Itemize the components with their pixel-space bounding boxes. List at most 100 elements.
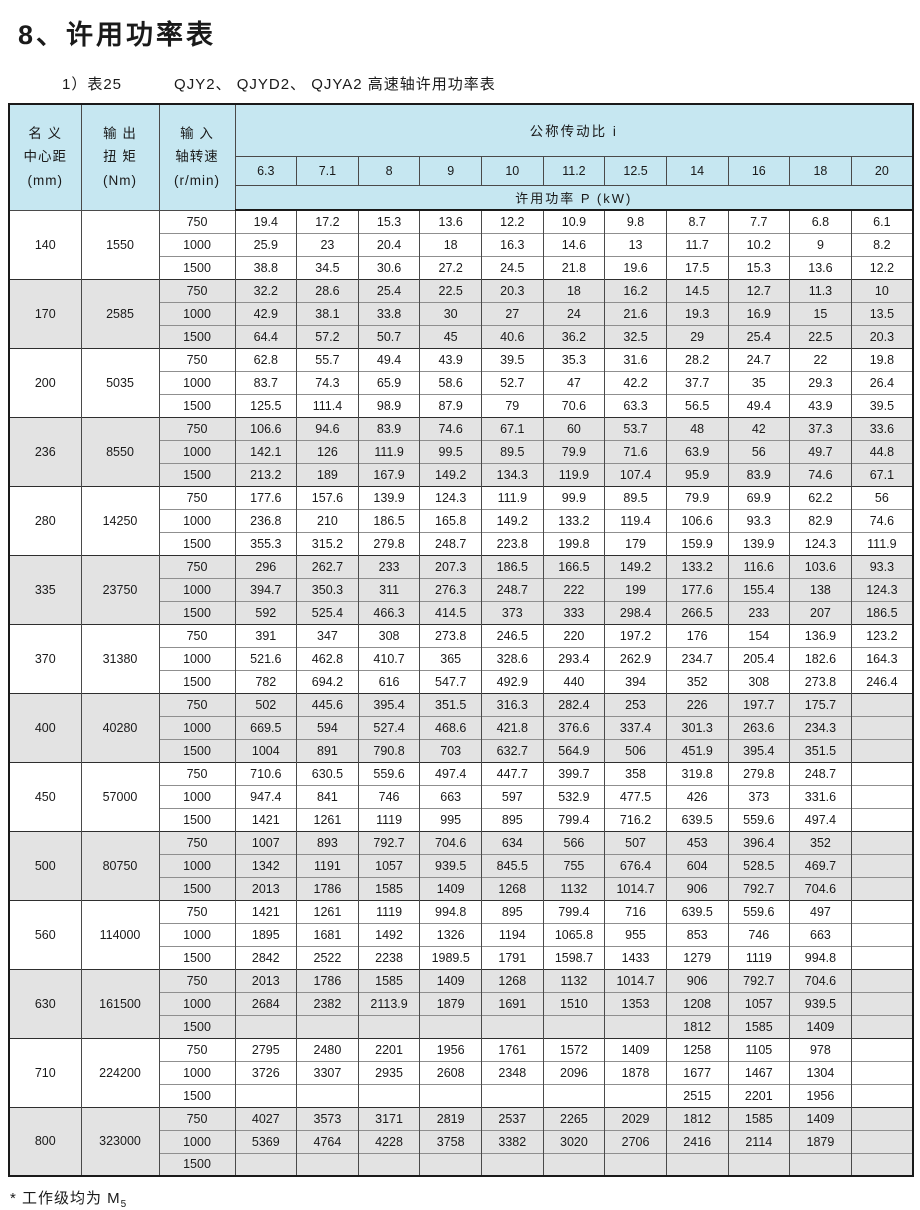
power-value-cell [850,1060,914,1084]
power-value-cell: 978 [789,1037,852,1061]
power-value-cell [850,991,914,1015]
power-value-cell: 3307 [296,1060,359,1084]
power-value-cell: 547.7 [419,669,482,693]
output-torque-cell: 57000 [80,761,160,831]
power-value-cell: 79.9 [665,485,729,509]
power-value-cell: 45 [419,324,482,348]
power-value-cell [357,1014,421,1038]
input-speed-cell: 1000 [158,370,236,394]
table-row: 1000 25.9 23 20.4 18 16.3 14.6 13 11.7 10.2 9 8.2 [9,232,914,256]
power-value-cell: 279.8 [727,761,791,785]
power-value-cell: 639.5 [665,807,729,831]
ratio-header-cell: 16 [727,155,791,186]
power-value-cell: 1786 [296,876,359,900]
power-value-cell: 57.2 [296,324,359,348]
output-torque-cell: 323000 [80,1106,160,1176]
power-value-cell: 233 [727,600,791,624]
input-speed-cell: 1500 [158,1014,236,1038]
power-value-cell: 67.1 [850,462,914,486]
power-value-cell: 199.8 [542,531,606,555]
power-value-cell: 893 [296,830,359,854]
power-value-cell: 1065.8 [542,922,606,946]
table-row: 560 114000 750 1421 1261 1119 994.8 895 799.4 716… [8,899,914,969]
output-torque-cell: 14250 [80,485,160,555]
power-value-cell: 42 [727,416,791,440]
power-value-cell: 99.9 [542,485,606,509]
power-value-cell: 52.7 [481,370,544,394]
input-speed-cell: 1500 [158,1083,236,1107]
power-value-cell: 119.4 [604,508,667,532]
center-distance-cell: 710 [8,1037,82,1107]
power-value-cell: 282.4 [542,692,606,716]
power-value-cell [727,1152,791,1176]
power-value-cell: 12.2 [481,209,544,233]
power-value-cell [850,784,914,808]
power-value-cell: 352 [789,830,852,854]
power-value-cell: 2795 [234,1037,298,1061]
power-value-cell: 149.2 [419,462,482,486]
power-value-cell [850,1106,914,1130]
power-value-cell: 704.6 [789,876,852,900]
power-value-cell: 71.6 [604,439,667,463]
power-value-cell: 477.5 [604,784,667,808]
power-value-cell: 1989.5 [419,945,482,969]
power-value-cell: 27 [481,301,544,325]
power-value-cell: 213.2 [234,462,298,486]
power-value-cell: 1353 [604,991,667,1015]
power-value-cell: 18 [419,232,482,256]
power-value-cell: 24.5 [481,255,544,279]
power-value-cell: 6.1 [850,209,914,233]
power-value-cell: 2684 [234,991,298,1015]
power-value-cell: 9.8 [604,209,667,233]
power-value-cell: 177.6 [234,485,298,509]
power-value-cell: 182.6 [789,646,852,670]
table-row: 450 57000 750 710.6 630.5 559.6 497.4 447.7 399.… [8,761,914,831]
center-distance-cell: 500 [8,830,82,900]
footnote-subscript: 5 [120,1199,128,1210]
input-speed-cell: 1000 [158,922,236,946]
power-value-cell: 83.7 [234,370,298,394]
center-distance-cell: 236 [8,416,82,486]
input-speed-cell: 1500 [158,807,236,831]
power-value-cell: 39.5 [850,393,914,417]
power-value-cell: 49.4 [357,347,421,371]
power-value-cell: 43.9 [789,393,852,417]
table-row: 1500 2515 2201 1956 [9,1083,914,1107]
ratio-values-row: 6.3 7.1 8 9 10 11.2 12.5 14 16 18 20 [9,155,914,186]
table-row: 710 224200 750 2795 2480 2201 1956 1761 1572 1409… [8,1037,914,1107]
power-value-cell: 1004 [234,738,298,762]
power-value-cell: 1342 [234,853,298,877]
power-value-cell: 82.9 [789,508,852,532]
power-value-cell: 1261 [296,899,359,923]
power-value-cell: 253 [604,692,667,716]
power-value-cell: 1119 [357,807,421,831]
power-value-cell: 1409 [419,968,482,992]
input-speed-cell: 1000 [158,991,236,1015]
ratio-header-cell: 14 [665,155,729,186]
power-value-cell: 99.5 [419,439,482,463]
power-value-cell: 351.5 [419,692,482,716]
power-value-cell: 395.4 [727,738,791,762]
center-distance-cell: 560 [8,899,82,969]
table-row: 1500 782 694.2 616 547.7 492.9 440 394 352 308 273… [9,669,914,693]
input-speed-cell: 1500 [158,669,236,693]
power-value-cell [850,853,914,877]
power-value-cell: 74.6 [419,416,482,440]
power-value-cell: 13.6 [789,255,852,279]
power-value-cell: 16.2 [604,278,667,302]
power-value-cell: 2029 [604,1106,667,1130]
power-value-cell: 189 [296,462,359,486]
ratio-header-cell: 9 [419,155,482,186]
power-value-cell: 1572 [542,1037,606,1061]
power-value-cell: 48 [665,416,729,440]
power-value-cell: 10 [850,278,914,302]
power-value-cell: 445.6 [296,692,359,716]
power-value-cell: 18 [542,278,606,302]
header-line: (Nm) [103,173,137,189]
power-value-cell: 1119 [357,899,421,923]
power-value-cell: 1326 [419,922,482,946]
power-value-cell: 14.5 [665,278,729,302]
table-row: 1000 521.6 462.8 410.7 365 328.6 293.4 262.9 234… [9,646,914,670]
power-value-cell [850,1083,914,1107]
power-value-cell: 63.3 [604,393,667,417]
